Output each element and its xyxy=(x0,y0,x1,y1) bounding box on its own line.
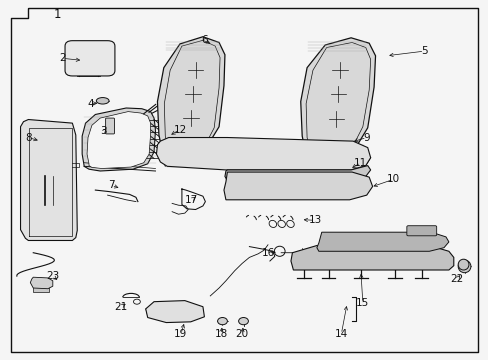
Text: 8: 8 xyxy=(25,132,32,143)
Polygon shape xyxy=(224,172,372,200)
Text: 23: 23 xyxy=(46,271,60,282)
Text: 18: 18 xyxy=(214,329,227,339)
Text: 13: 13 xyxy=(308,215,322,225)
Text: 11: 11 xyxy=(353,158,367,168)
FancyBboxPatch shape xyxy=(105,118,114,134)
Text: 20: 20 xyxy=(235,329,248,339)
Polygon shape xyxy=(316,232,448,251)
Text: 7: 7 xyxy=(108,180,115,190)
Polygon shape xyxy=(82,108,155,171)
Text: 5: 5 xyxy=(420,46,427,56)
Polygon shape xyxy=(290,246,453,270)
Text: 1: 1 xyxy=(54,8,61,21)
Text: 10: 10 xyxy=(386,174,399,184)
Polygon shape xyxy=(30,277,53,289)
FancyBboxPatch shape xyxy=(406,226,436,236)
Ellipse shape xyxy=(457,259,468,270)
Circle shape xyxy=(238,318,248,325)
Text: 2: 2 xyxy=(59,53,66,63)
Text: 15: 15 xyxy=(355,298,369,308)
Text: 22: 22 xyxy=(449,274,463,284)
Polygon shape xyxy=(156,138,370,170)
Text: 17: 17 xyxy=(184,195,198,205)
Text: 21: 21 xyxy=(114,302,128,312)
Ellipse shape xyxy=(96,98,109,104)
Polygon shape xyxy=(87,112,150,168)
Ellipse shape xyxy=(457,260,470,273)
Text: 12: 12 xyxy=(173,125,186,135)
Text: 9: 9 xyxy=(363,132,369,143)
Polygon shape xyxy=(224,166,370,181)
Text: 3: 3 xyxy=(100,126,107,136)
Polygon shape xyxy=(20,120,77,240)
FancyBboxPatch shape xyxy=(33,286,49,292)
Text: 16: 16 xyxy=(261,248,274,258)
Text: 4: 4 xyxy=(87,99,94,109)
Polygon shape xyxy=(300,38,375,165)
FancyBboxPatch shape xyxy=(65,41,115,76)
Text: 14: 14 xyxy=(334,329,347,339)
Polygon shape xyxy=(145,301,204,323)
Polygon shape xyxy=(157,37,224,163)
Circle shape xyxy=(217,318,227,325)
Text: 19: 19 xyxy=(174,329,187,339)
Text: 6: 6 xyxy=(201,35,207,45)
